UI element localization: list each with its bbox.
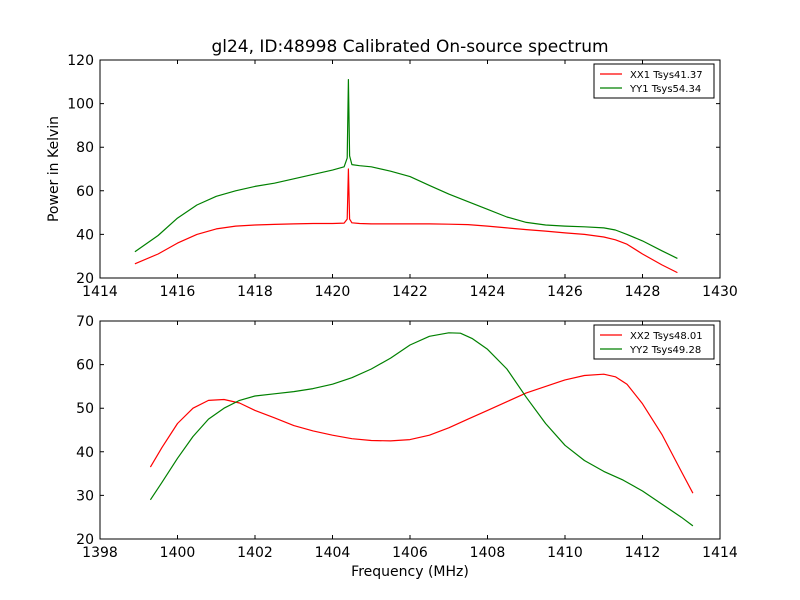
x-tick-label: 1404 [315, 545, 351, 561]
y-tick-label: 30 [76, 488, 94, 504]
x-tick-label: 1426 [547, 284, 583, 300]
legend: XX2 Tsys48.01 YY2 Tsys49.28 [593, 324, 715, 360]
y-tick-label: 60 [76, 184, 94, 200]
chart-title: gl24, ID:48998 Calibrated On-source spec… [211, 37, 608, 57]
y-tick-label: 120 [67, 53, 94, 69]
series-line-1 [134, 168, 678, 274]
x-tick-label: 1416 [160, 284, 196, 300]
y-tick-label: 40 [76, 445, 94, 461]
x-tick-label: 1408 [470, 545, 506, 561]
x-tick-label: 1412 [625, 545, 661, 561]
series-line-2 [149, 332, 694, 527]
x-tick-label: 1424 [470, 284, 506, 300]
x-axis-label: Frequency (MHz) [351, 564, 469, 580]
x-tick-label: 1400 [160, 545, 196, 561]
x-tick-label: 1398 [82, 545, 118, 561]
x-tick-label: 1422 [392, 284, 428, 300]
x-tick-label: 1418 [237, 284, 273, 300]
series-line-1 [149, 373, 694, 494]
y-tick-label: 40 [76, 227, 94, 243]
x-tick-label: 1414 [82, 284, 118, 300]
y-axis-label: Power in Kelvin [46, 116, 62, 222]
y-tick-label: 70 [76, 314, 94, 330]
x-tick-label: 1402 [237, 545, 273, 561]
y-tick-label: 60 [76, 358, 94, 374]
legend-entry: XX2 Tsys48.01 [630, 331, 703, 342]
x-tick-label: 1430 [702, 284, 738, 300]
series-line-2 [134, 79, 678, 259]
x-tick-label: 1420 [315, 284, 351, 300]
x-tick-label: 1410 [547, 545, 583, 561]
x-tick-label: 1428 [625, 284, 661, 300]
x-tick-label: 1414 [702, 545, 738, 561]
y-tick-label: 50 [76, 401, 94, 417]
bottom-panel: 1398 1400 1402 1404 1406 1408 1410 1412 1414 20 30… [76, 314, 738, 580]
y-tick-label: 100 [67, 97, 94, 113]
y-tick-label: 80 [76, 140, 94, 156]
y-tick-label: 20 [76, 532, 94, 548]
top-panel: 1414 1416 1418 1420 1422 1424 1426 1428 1430 20 40… [46, 53, 738, 300]
y-tick-label: 20 [76, 271, 94, 287]
legend: XX1 Tsys41.37 YY1 Tsys54.34 [593, 63, 715, 99]
legend-entry: YY2 Tsys49.28 [629, 345, 701, 356]
x-tick-label: 1406 [392, 545, 428, 561]
legend-entry: XX1 Tsys41.37 [630, 70, 703, 81]
legend-entry: YY1 Tsys54.34 [629, 84, 701, 95]
